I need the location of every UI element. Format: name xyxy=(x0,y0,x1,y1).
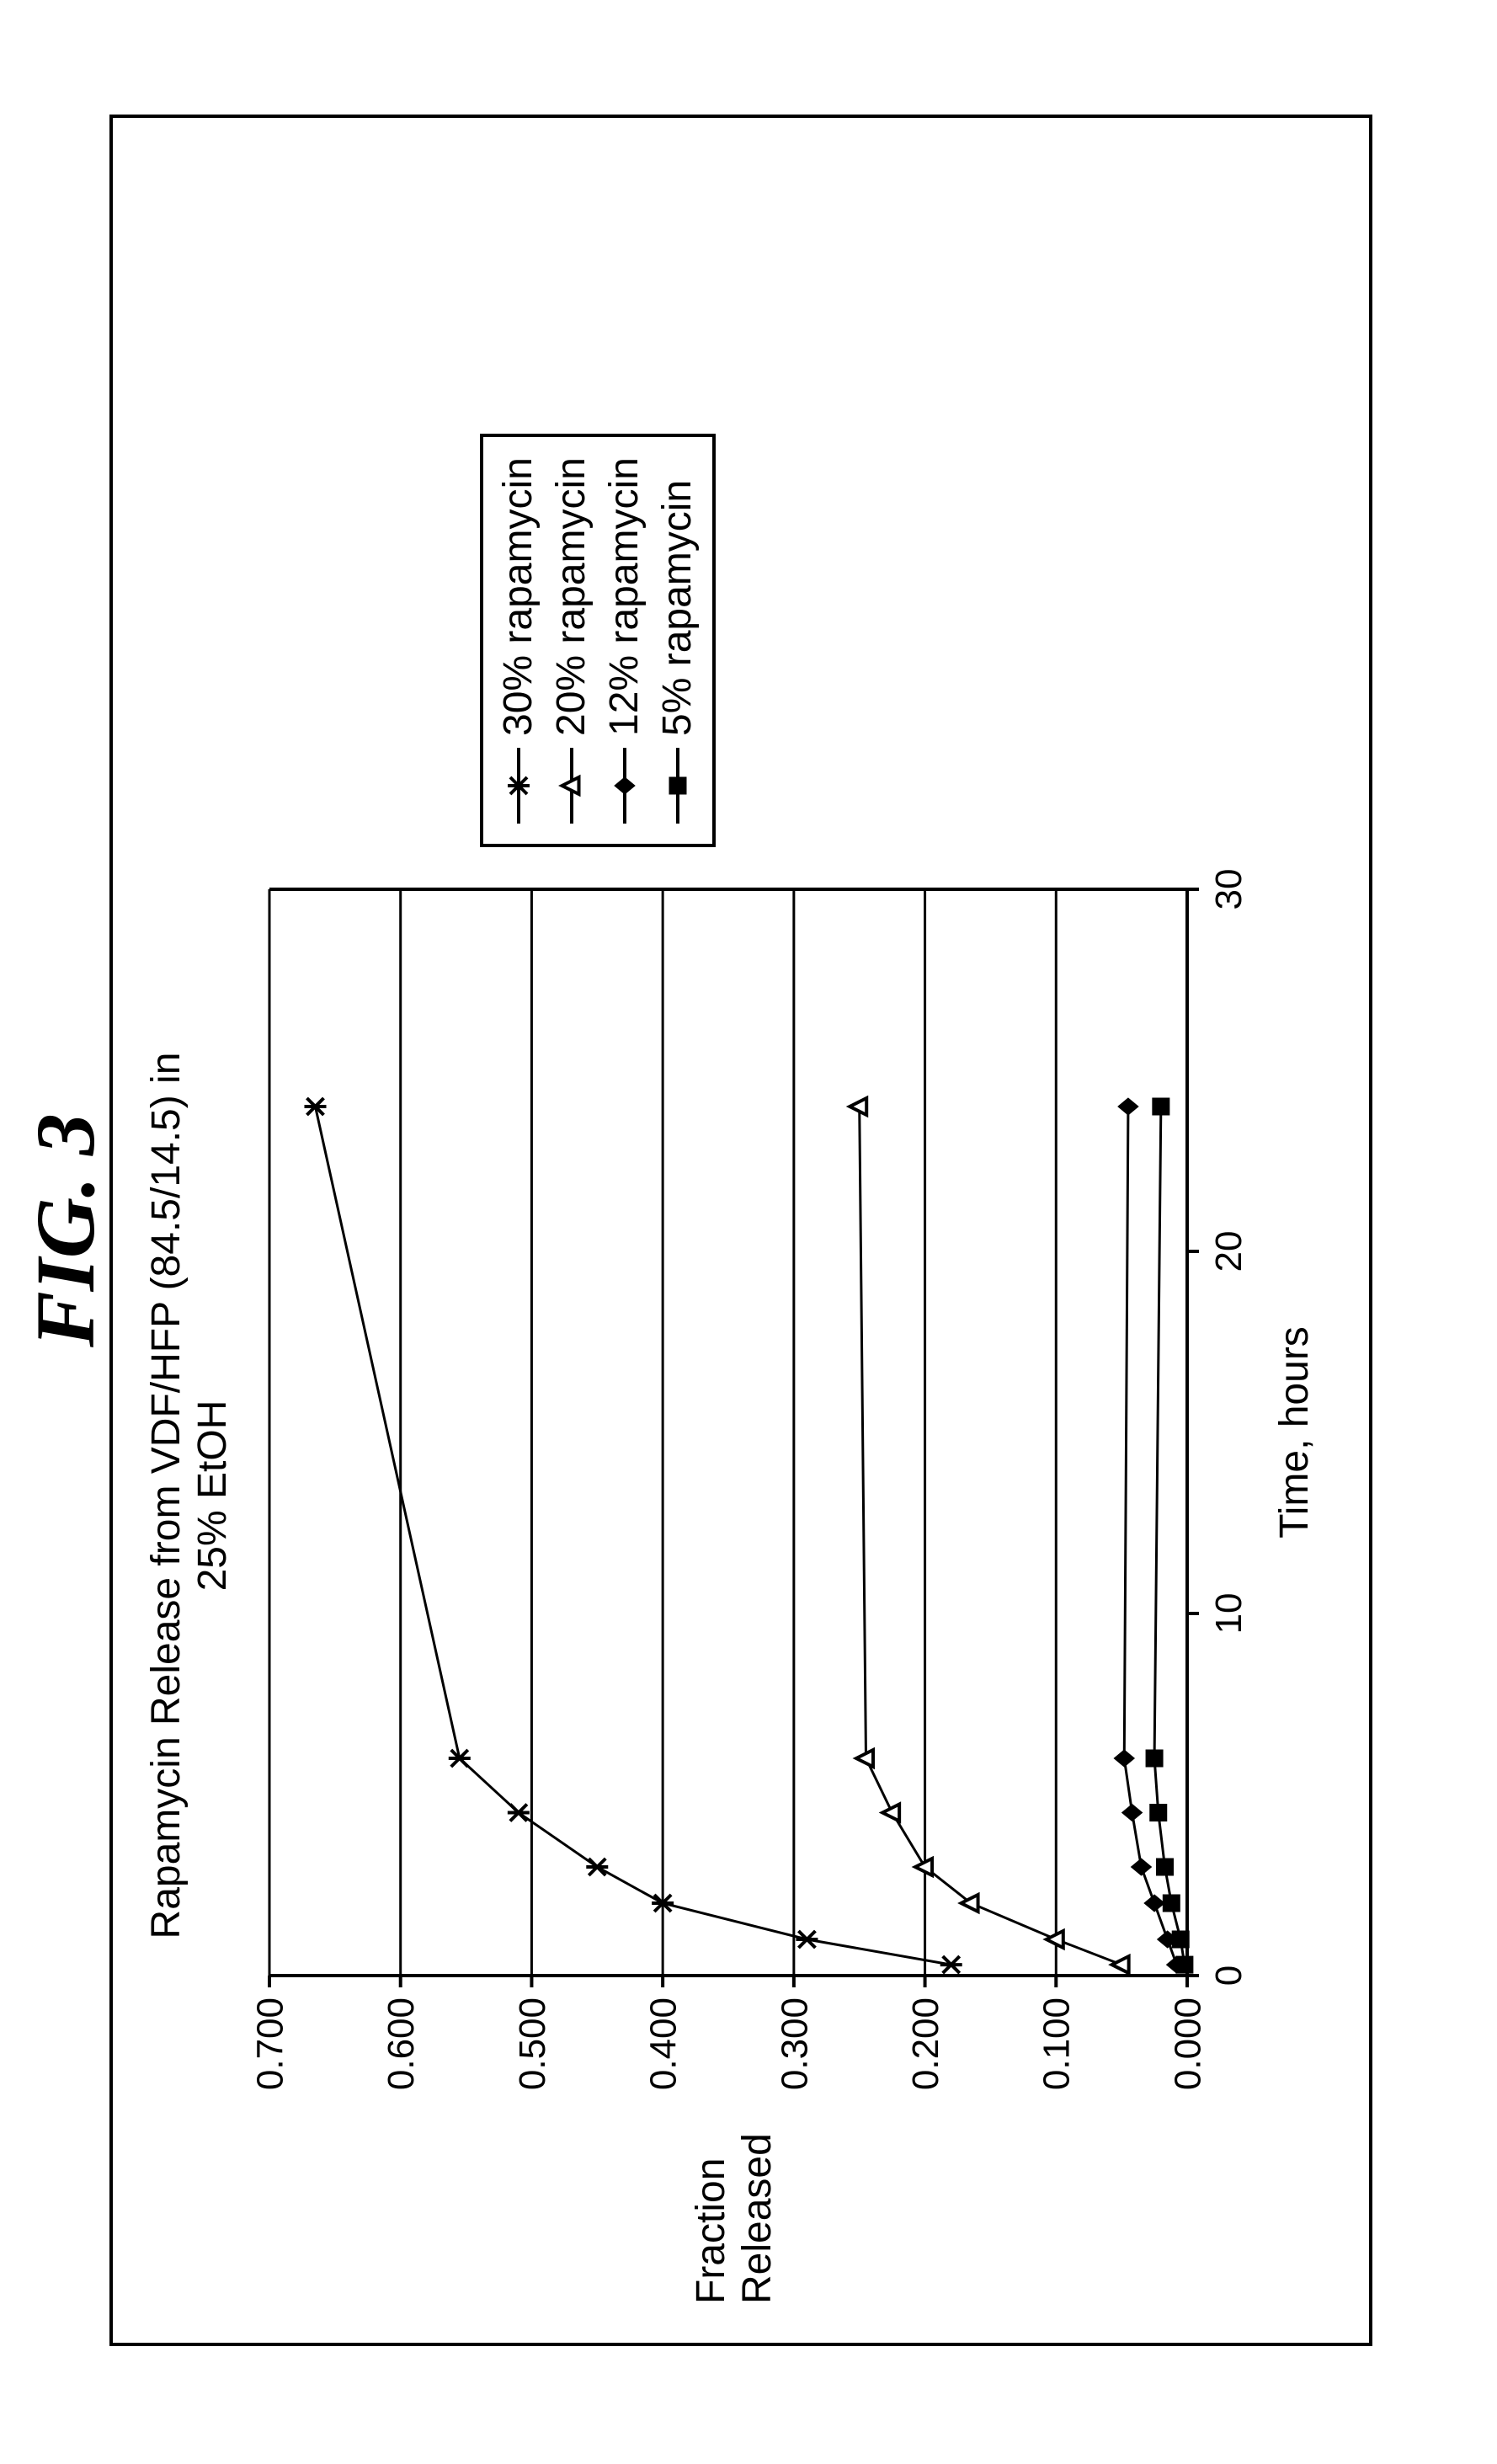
y-tick-label: 0.500 xyxy=(512,1997,553,2090)
y-tick-label: 0.300 xyxy=(774,1997,815,2090)
x-tick-label: 0 xyxy=(1208,1965,1249,1986)
plot-area: 0.000 0.100 0.200 0.300 0.400 0.500 0.600 0.700… xyxy=(0,0,1497,2464)
y-tick-label: 0.000 xyxy=(1167,1997,1208,2090)
legend-item: 20% rapamycin xyxy=(548,457,594,824)
legend-label: 12% rapamycin xyxy=(601,457,647,736)
y-tick-label: 0.700 xyxy=(249,1997,290,2090)
legend-label: 20% rapamycin xyxy=(548,457,594,736)
legend: 30% rapamycin20% rapamycin12% rapamycin5… xyxy=(480,434,716,847)
legend-label: 30% rapamycin xyxy=(495,457,541,736)
y-tick-label: 0.100 xyxy=(1036,1997,1078,2090)
legend-label: 5% rapamycin xyxy=(654,480,701,736)
x-tick-label: 30 xyxy=(1208,869,1249,910)
y-tick-label: 0.200 xyxy=(905,1997,946,2090)
x-tick-label: 20 xyxy=(1208,1231,1249,1272)
y-tick-label: 0.400 xyxy=(643,1997,685,2090)
legend-swatch xyxy=(507,748,530,824)
legend-item: 5% rapamycin xyxy=(654,457,701,824)
legend-swatch xyxy=(560,748,583,824)
y-tick-label: 0.600 xyxy=(381,1997,422,2090)
legend-item: 12% rapamycin xyxy=(601,457,647,824)
legend-swatch xyxy=(666,748,690,824)
rotated-stage: FIG. 3 Rapamycin Release from VDF/HFP (8… xyxy=(0,0,1497,2464)
legend-swatch xyxy=(613,748,637,824)
x-tick-label: 10 xyxy=(1208,1593,1249,1635)
page-canvas: FIG. 3 Rapamycin Release from VDF/HFP (8… xyxy=(0,0,1497,2464)
legend-item: 30% rapamycin xyxy=(495,457,541,824)
